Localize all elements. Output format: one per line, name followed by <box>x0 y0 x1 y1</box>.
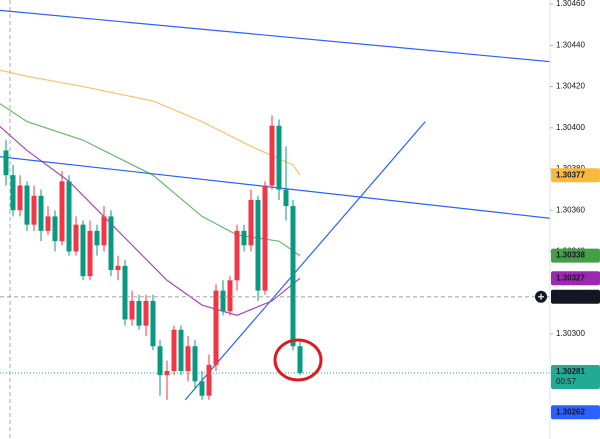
candle-body <box>262 185 268 291</box>
candle-body <box>185 346 191 371</box>
candle-body <box>122 265 128 320</box>
indicator-line <box>184 121 426 401</box>
candle-body <box>199 381 205 396</box>
price-badge-label: 1.30262 <box>556 407 585 416</box>
price-badge <box>551 248 600 263</box>
candle-body <box>17 185 23 211</box>
add-icon <box>538 293 544 300</box>
candle-body <box>80 224 86 277</box>
plot-area <box>0 9 553 401</box>
price-badge-label: 1.30377 <box>556 170 585 179</box>
candle-body <box>129 300 135 320</box>
candle-body <box>31 195 37 225</box>
countdown-label: 00:57 <box>556 377 577 386</box>
candle-body <box>297 346 303 374</box>
price-badge <box>551 168 600 183</box>
y-tick-label: 1.30360 <box>556 205 585 214</box>
price-badge <box>551 405 600 420</box>
price-badge <box>551 365 600 390</box>
price-badge-label: 1.30338 <box>556 251 585 260</box>
candle-body <box>269 125 275 186</box>
candle-body <box>206 364 212 396</box>
indicator-line <box>0 156 553 220</box>
candle-body <box>255 199 261 291</box>
candle-body <box>101 216 107 246</box>
y-tick-label: 1.30460 <box>556 0 585 8</box>
price-badge-label: 1.30327 <box>556 273 585 282</box>
candle-body <box>136 300 142 326</box>
candle-body <box>178 329 184 371</box>
candle-body <box>87 230 93 277</box>
candle-body <box>192 346 198 382</box>
y-tick-label: 1.30400 <box>556 123 585 132</box>
indicator-line <box>0 9 553 63</box>
y-tick-label: 1.30420 <box>556 82 585 91</box>
y-tick-label: 1.30440 <box>556 40 585 49</box>
candle-body <box>52 216 58 242</box>
candle-body <box>283 189 289 207</box>
price-badge-label: 1.30281 <box>556 367 585 376</box>
candle-body <box>45 216 51 231</box>
candle-body <box>3 150 9 176</box>
candle-body <box>66 181 72 252</box>
candle-body <box>59 181 65 242</box>
candle-body <box>248 199 254 246</box>
candle-body <box>10 175 16 211</box>
candle-body <box>73 224 79 252</box>
price-badge <box>551 271 600 286</box>
candle-body <box>38 195 44 231</box>
candle-body <box>234 230 240 281</box>
candle-body <box>157 346 163 376</box>
candle-body <box>115 265 121 270</box>
candle-body <box>213 290 219 365</box>
candle-body <box>108 216 114 270</box>
candle-body <box>241 230 247 246</box>
candle-body <box>171 329 177 371</box>
candle-body <box>24 185 30 225</box>
candle-body <box>220 290 226 312</box>
y-tick-label: 1.30300 <box>556 329 585 338</box>
highlight-circle <box>273 338 323 382</box>
price-badge <box>551 289 600 304</box>
price-axis-labels: 1.304601.304401.304201.304001.303801.303… <box>535 0 600 420</box>
candle-body <box>94 230 100 246</box>
indicator-line <box>0 102 301 257</box>
candle-body <box>290 206 296 347</box>
candle-body <box>143 300 149 326</box>
candle-body <box>276 125 282 190</box>
candle-body <box>227 280 233 312</box>
price-badge-label: 1.30318 <box>556 292 585 301</box>
candle-body <box>150 300 156 347</box>
candle-body <box>164 370 170 376</box>
